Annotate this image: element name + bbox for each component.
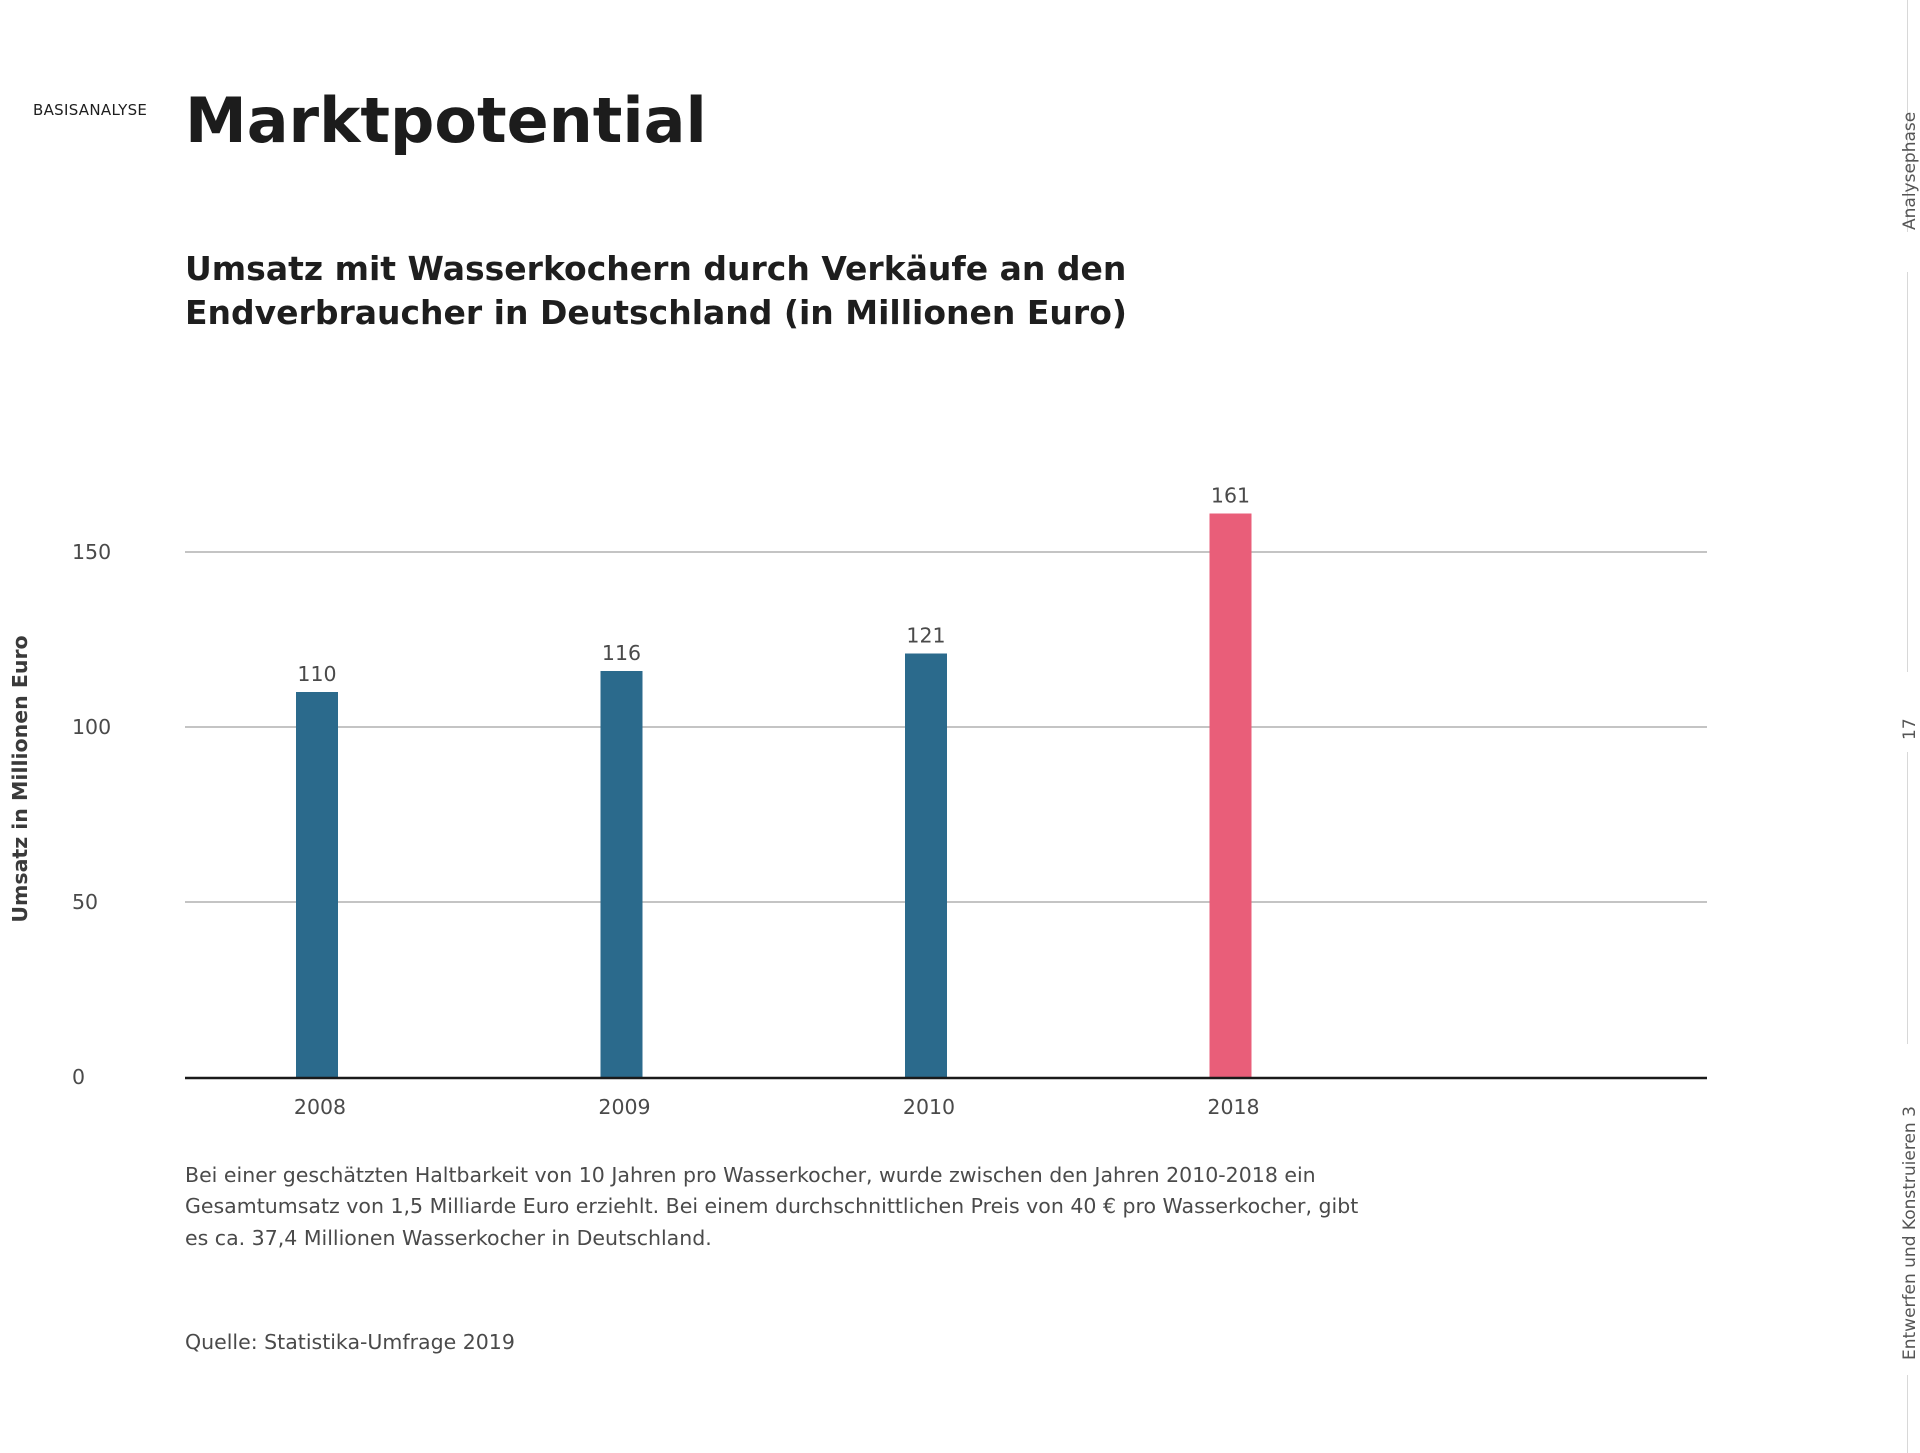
y-tick-label: 0: [72, 1065, 85, 1089]
side-course-label: Entwerfen und Konstruieren 3: [1900, 1106, 1920, 1360]
bar-2009: [600, 671, 643, 1077]
side-rule-bottom: [1907, 1375, 1908, 1453]
description-text: Bei einer geschätzten Haltbarkeit von 10…: [185, 1163, 1359, 1250]
y-tick-label: 100: [72, 715, 111, 739]
x-axis-ticks: 2008 2009 2010 2018: [294, 1095, 1260, 1119]
x-tick-label: 2010: [903, 1095, 955, 1119]
y-tick-label: 50: [72, 890, 98, 914]
side-page-number: 17: [1900, 718, 1920, 740]
bar-value-label: 110: [297, 662, 336, 686]
page-title: Marktpotential: [185, 84, 707, 157]
y-axis-label: Umsatz in Millionen Euro: [8, 635, 32, 922]
bar-value-label: 121: [906, 624, 945, 648]
source-note: Quelle: Statistika-Umfrage 2019: [185, 1330, 515, 1354]
x-tick-label: 2018: [1207, 1095, 1259, 1119]
side-phase-label: Analysephase: [1900, 111, 1920, 230]
bar-2018: [1209, 513, 1252, 1077]
side-rule-middle: [1907, 272, 1908, 672]
bar-data-labels: 110 116 121 161: [297, 484, 1250, 687]
bar-value-label: 161: [1211, 484, 1250, 508]
x-tick-label: 2009: [598, 1095, 650, 1119]
bar-2010: [905, 653, 947, 1077]
bar-value-label: 116: [602, 641, 641, 665]
side-rule-lower: [1907, 752, 1908, 1044]
section-label: BASISANALYSE: [33, 101, 148, 119]
bars: [296, 513, 1252, 1077]
y-tick-label: 150: [72, 540, 111, 564]
x-tick-label: 2008: [294, 1095, 346, 1119]
bar-2008: [296, 692, 338, 1077]
y-axis-ticks: 0 50 100 150: [72, 540, 111, 1089]
side-rule-top: [1907, 0, 1908, 232]
chart-title: Umsatz mit Wasserkochern durch Verkäufe …: [185, 249, 1127, 332]
